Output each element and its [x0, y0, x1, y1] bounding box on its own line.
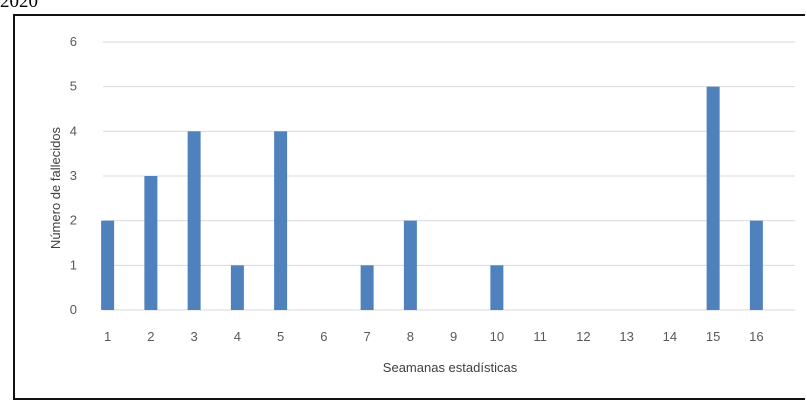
bar-week-1 — [101, 220, 115, 310]
x-tick-label: 13 — [619, 329, 633, 344]
bar-week-3 — [187, 131, 201, 310]
bar-week-7 — [360, 265, 374, 310]
gridlines — [103, 41, 795, 311]
x-tick-label: 4 — [234, 329, 241, 344]
y-tick-label: 4 — [70, 123, 77, 138]
x-tick-labels: 1 2 3 4 5 6 7 8 9 10 11 12 13 14 15 16 — [104, 329, 764, 344]
y-tick-label: 0 — [70, 302, 77, 317]
x-tick-label: 16 — [749, 329, 763, 344]
bar-week-5 — [274, 131, 288, 310]
bar-week-15 — [706, 86, 720, 311]
y-tick-label: 2 — [70, 213, 77, 228]
y-tick-label: 3 — [70, 168, 77, 183]
x-tick-label: 8 — [407, 329, 414, 344]
bar-week-2 — [144, 176, 158, 310]
x-tick-label: 14 — [663, 329, 677, 344]
x-tick-label: 12 — [576, 329, 590, 344]
x-tick-label: 2 — [147, 329, 154, 344]
x-tick-label: 11 — [533, 329, 547, 344]
x-tick-label: 5 — [277, 329, 284, 344]
x-tick-label: 9 — [450, 329, 457, 344]
x-tick-label: 10 — [490, 329, 504, 344]
x-tick-label: 3 — [191, 329, 198, 344]
x-tick-label: 1 — [104, 329, 111, 344]
bar-week-10 — [490, 265, 504, 310]
y-tick-label: 6 — [70, 34, 77, 49]
bar-week-4 — [230, 265, 244, 310]
bar-week-8 — [403, 220, 417, 310]
x-tick-label: 6 — [320, 329, 327, 344]
x-tick-label: 7 — [364, 329, 371, 344]
bar-week-16 — [749, 220, 763, 310]
y-axis-title: Número de fallecidos — [48, 126, 63, 249]
y-tick-label: 1 — [70, 257, 77, 272]
x-axis-title: Seamanas estadísticas — [383, 360, 518, 375]
x-tick-label: 15 — [706, 329, 720, 344]
bars — [101, 86, 763, 311]
y-tick-labels: 0 1 2 3 4 5 6 — [70, 34, 77, 317]
top-caption: 2020 — [0, 0, 38, 12]
y-tick-label: 5 — [70, 79, 77, 94]
